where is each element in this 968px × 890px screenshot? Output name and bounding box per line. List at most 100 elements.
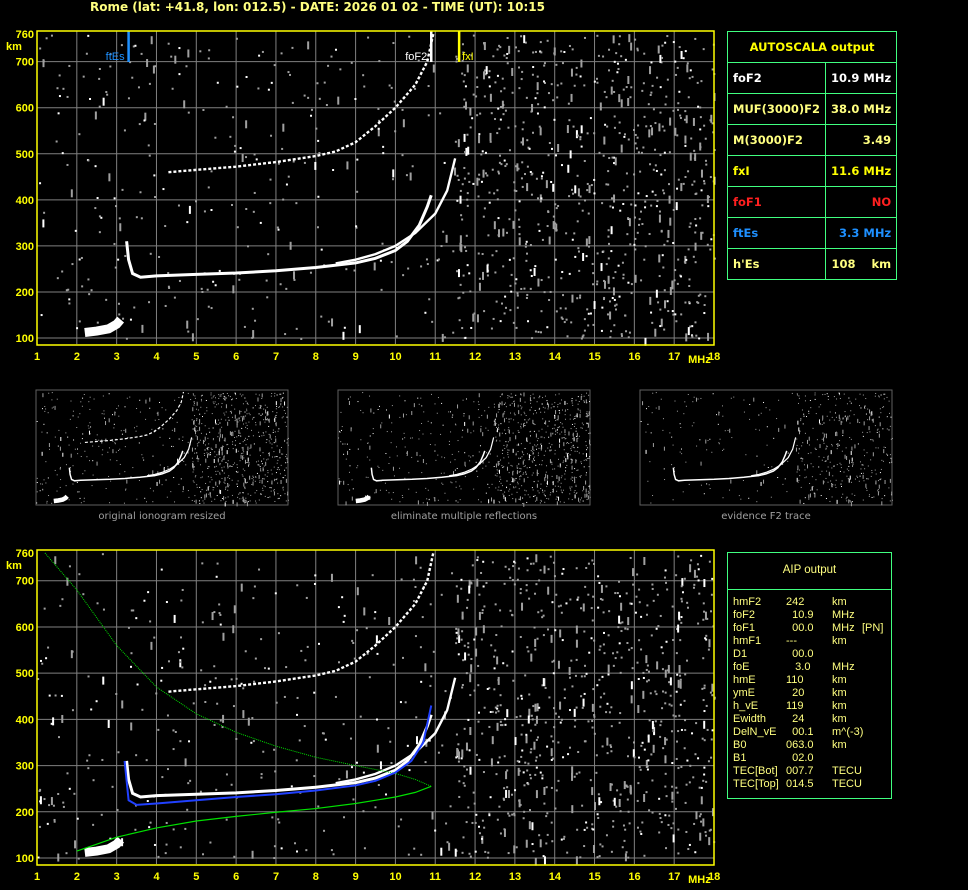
noise-dot: [685, 830, 688, 833]
noise-dot: [886, 396, 888, 398]
noise-dot: [244, 397, 246, 399]
noise-dot: [229, 465, 231, 467]
noise-dot: [260, 414, 262, 416]
noise-dot: [466, 64, 469, 73]
noise-dot: [141, 324, 144, 333]
noise-dot: [572, 434, 574, 436]
noise-dot: [490, 327, 493, 330]
noise-dot: [149, 821, 152, 824]
noise-dot: [457, 760, 460, 763]
noise-dot: [864, 468, 866, 470]
noise-dot: [473, 689, 476, 692]
noise-dot: [205, 433, 207, 435]
noise-dot: [491, 561, 494, 564]
noise-dot: [570, 188, 573, 191]
noise-dot: [640, 151, 643, 154]
noise-dot: [680, 597, 683, 600]
noise-dot: [581, 706, 584, 709]
noise-dot: [193, 402, 195, 404]
noise-dot: [246, 428, 248, 430]
noise-dot: [150, 36, 153, 45]
noise-dot: [530, 450, 532, 452]
aip-unit: TECU: [832, 765, 862, 777]
noise-dot: [196, 420, 198, 422]
noise-dot: [861, 464, 863, 466]
noise-dot: [612, 664, 615, 667]
noise-dot: [140, 52, 143, 55]
noise-dot: [526, 646, 529, 649]
noise-dot: [42, 489, 44, 491]
noise-dot: [216, 485, 218, 487]
noise-dot: [544, 407, 546, 409]
noise-dot: [66, 95, 69, 98]
noise-dot: [513, 181, 516, 184]
noise-dot: [541, 774, 544, 777]
noise-dot: [275, 401, 277, 406]
noise-dot: [287, 461, 289, 463]
noise-dot: [531, 131, 534, 134]
noise-dot: [47, 477, 49, 479]
noise-dot: [749, 404, 751, 406]
noise-dot: [230, 783, 233, 786]
noise-dot: [282, 416, 284, 418]
noise-dot: [587, 562, 590, 565]
noise-dot: [482, 169, 485, 178]
noise-dot: [378, 467, 380, 469]
noise-dot: [267, 470, 269, 472]
noise-dot: [821, 470, 823, 472]
noise-dot: [232, 443, 234, 445]
noise-dot: [569, 418, 571, 420]
noise-dot: [488, 76, 491, 79]
autoscala-label: foF1: [726, 186, 827, 218]
noise-dot: [589, 117, 592, 120]
noise-dot: [711, 451, 713, 453]
noise-dot: [693, 422, 695, 424]
noise-dot: [524, 419, 526, 421]
noise-dot: [276, 405, 278, 407]
noise-dot: [245, 444, 247, 446]
noise-dot: [117, 258, 120, 261]
noise-dot: [558, 393, 560, 395]
noise-dot: [551, 840, 554, 843]
noise-dot: [89, 433, 91, 435]
noise-dot: [671, 436, 673, 438]
noise-dot: [193, 481, 195, 483]
noise-dot: [484, 850, 487, 853]
noise-dot: [562, 568, 565, 571]
noise-dot: [457, 269, 460, 278]
noise-dot: [564, 400, 566, 405]
noise-dot: [551, 757, 554, 760]
noise-dot: [528, 454, 530, 459]
noise-dot: [246, 245, 249, 248]
noise-dot: [515, 394, 517, 396]
noise-dot: [429, 603, 432, 606]
noise-dot: [258, 407, 260, 409]
noise-dot: [467, 172, 470, 175]
noise-dot: [125, 489, 127, 491]
noise-dot: [784, 424, 786, 429]
noise-dot: [397, 825, 400, 828]
noise-dot: [506, 36, 509, 39]
noise-dot: [314, 161, 317, 170]
noise-dot: [607, 257, 610, 260]
noise-dot: [373, 412, 375, 414]
noise-dot: [254, 405, 256, 407]
noise-dot: [88, 293, 91, 296]
noise-dot: [159, 464, 161, 466]
noise-dot: [470, 54, 473, 57]
noise-dot: [457, 743, 460, 746]
noise-dot: [232, 464, 234, 466]
noise-dot: [40, 314, 43, 317]
noise-dot: [586, 392, 588, 394]
noise-dot: [584, 585, 587, 588]
noise-dot: [677, 828, 680, 831]
noise-dot: [614, 304, 617, 307]
noise-dot: [224, 477, 226, 482]
noise-dot: [656, 199, 659, 202]
noise-dot: [461, 436, 463, 438]
noise-dot: [206, 489, 208, 491]
noise-dot: [758, 429, 760, 431]
noise-dot: [511, 481, 513, 483]
noise-dot: [448, 440, 450, 442]
top-plot-frame: [36, 30, 715, 346]
